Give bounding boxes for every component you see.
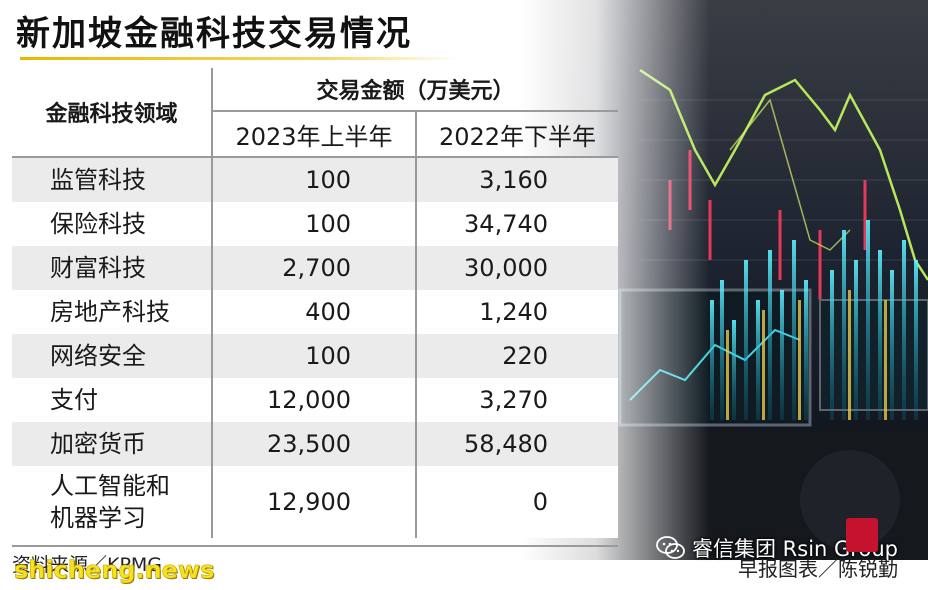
header-domain: 金融科技领域 xyxy=(12,68,213,158)
chart-credit: 早报图表／陈锐勤 xyxy=(738,557,898,581)
source-note: 资料来源／KPMG xyxy=(12,554,163,576)
table-row: 网络安全 100 220 xyxy=(12,334,619,378)
value-2022h2-cell: 34,740 xyxy=(416,202,619,246)
domain-cell: 财富科技 xyxy=(12,246,213,290)
domain-cell-line: 机器学习 xyxy=(50,504,146,532)
title-underline xyxy=(20,57,460,60)
domain-cell: 支付 xyxy=(12,378,213,422)
header-amount: 交易金额（万美元） xyxy=(212,68,619,112)
wechat-icon xyxy=(656,536,685,559)
value-2023h1-cell: 12,000 xyxy=(212,378,417,422)
value-2022h2-cell: 58,480 xyxy=(416,422,619,466)
value-2022h2-cell: 3,160 xyxy=(416,157,619,202)
domain-cell: 房地产科技 xyxy=(12,290,213,334)
domain-cell: 加密货币 xyxy=(12,422,213,466)
value-2022h2-cell: 220 xyxy=(416,334,619,378)
table-row: 房地产科技 400 1,240 xyxy=(12,290,619,334)
table-bottom-rule xyxy=(12,545,618,547)
page-title: 新加坡金融科技交易情况 xyxy=(16,14,412,54)
value-2022h2-cell: 1,240 xyxy=(416,290,619,334)
table-row: 加密货币 23,500 58,480 xyxy=(12,422,619,466)
domain-cell: 保险科技 xyxy=(12,202,213,246)
zaobao-stamp-icon xyxy=(846,518,878,552)
header-year-2023h1: 2023年上半年 xyxy=(212,111,417,158)
value-2023h1-cell: 100 xyxy=(212,202,417,246)
domain-cell: 人工智能和 机器学习 xyxy=(12,466,213,538)
value-2023h1-cell: 400 xyxy=(212,290,417,334)
table-row: 支付 12,000 3,270 xyxy=(12,378,619,422)
value-2022h2-cell: 3,270 xyxy=(416,378,619,422)
value-2023h1-cell: 100 xyxy=(212,334,417,378)
value-2023h1-cell: 12,900 xyxy=(212,466,417,538)
table-row: 财富科技 2,700 30,000 xyxy=(12,246,619,290)
value-2023h1-cell: 100 xyxy=(212,157,417,202)
fintech-deals-table: 金融科技领域 交易金额（万美元） 2023年上半年 2022年下半年 监管科技 … xyxy=(12,68,619,538)
domain-cell: 监管科技 xyxy=(12,157,213,202)
table-row: 人工智能和 机器学习 12,900 0 xyxy=(12,466,619,538)
domain-cell-line: 人工智能和 xyxy=(50,472,170,500)
table-row: 保险科技 100 34,740 xyxy=(12,202,619,246)
value-2023h1-cell: 23,500 xyxy=(212,422,417,466)
value-2022h2-cell: 0 xyxy=(416,466,619,538)
value-2023h1-cell: 2,700 xyxy=(212,246,417,290)
site-watermark: shicheng.news xyxy=(14,556,215,585)
value-2022h2-cell: 30,000 xyxy=(416,246,619,290)
table-row: 监管科技 100 3,160 xyxy=(12,157,619,202)
header-year-2022h2: 2022年下半年 xyxy=(416,111,619,158)
domain-cell: 网络安全 xyxy=(12,334,213,378)
